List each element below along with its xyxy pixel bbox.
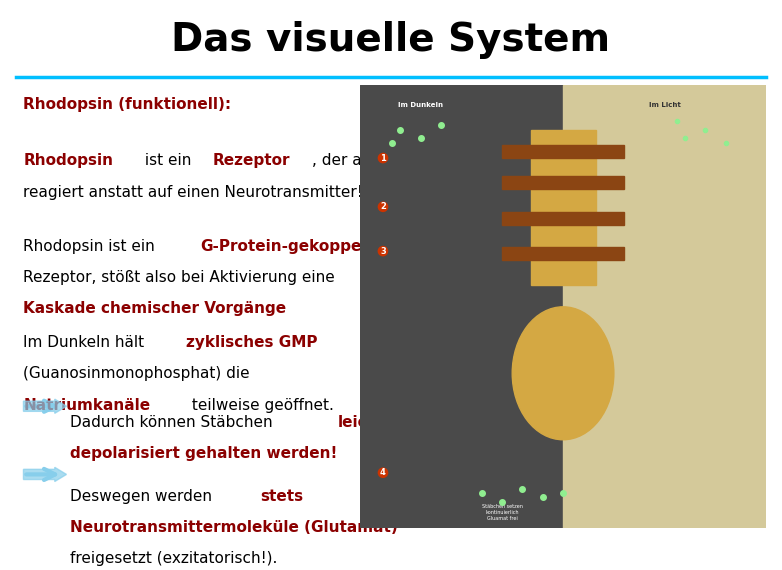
Text: Dadurch können Stäbchen: Dadurch können Stäbchen (70, 415, 278, 430)
Text: Im Dunkeln hält: Im Dunkeln hält (23, 335, 149, 350)
Text: Kaskade chemischer Vorgänge: Kaskade chemischer Vorgänge (23, 301, 286, 316)
Text: depolarisiert gehalten werden!: depolarisiert gehalten werden! (70, 446, 338, 461)
Text: G-Protein-gekoppelter: G-Protein-gekoppelter (199, 239, 392, 254)
Text: Rezeptor, stößt also bei Aktivierung eine: Rezeptor, stößt also bei Aktivierung ein… (23, 270, 335, 285)
Text: zyklisches GMP: zyklisches GMP (186, 335, 317, 350)
Text: Rezeptor: Rezeptor (212, 153, 289, 168)
Text: Das visuelle System: Das visuelle System (171, 21, 611, 59)
Text: an!: an! (363, 301, 393, 316)
Text: , der auf Licht: , der auf Licht (312, 153, 418, 168)
Text: (Guanosinmonophosphat) die: (Guanosinmonophosphat) die (23, 367, 250, 381)
FancyArrow shape (23, 399, 66, 413)
Text: freigesetzt (exzitatorisch!).: freigesetzt (exzitatorisch!). (70, 551, 278, 566)
Text: Deswegen werden: Deswegen werden (70, 488, 217, 504)
Text: ist ein: ist ein (140, 153, 196, 168)
Text: Rhodopsin ist ein: Rhodopsin ist ein (23, 239, 160, 254)
Text: Natriumkanäle: Natriumkanäle (23, 398, 151, 413)
Text: Rhodopsin: Rhodopsin (23, 153, 113, 168)
Text: teilweise geöffnet.: teilweise geöffnet. (188, 398, 335, 413)
Text: Neurotransmittermoleküle (Glutamat): Neurotransmittermoleküle (Glutamat) (70, 520, 398, 535)
FancyArrow shape (23, 467, 66, 482)
Text: Rhodopsin (funktionell):: Rhodopsin (funktionell): (23, 96, 231, 112)
Text: leicht: leicht (338, 415, 386, 430)
Text: stets: stets (260, 488, 303, 504)
Text: reagiert anstatt auf einen Neurotransmitter!: reagiert anstatt auf einen Neurotransmit… (23, 185, 363, 200)
